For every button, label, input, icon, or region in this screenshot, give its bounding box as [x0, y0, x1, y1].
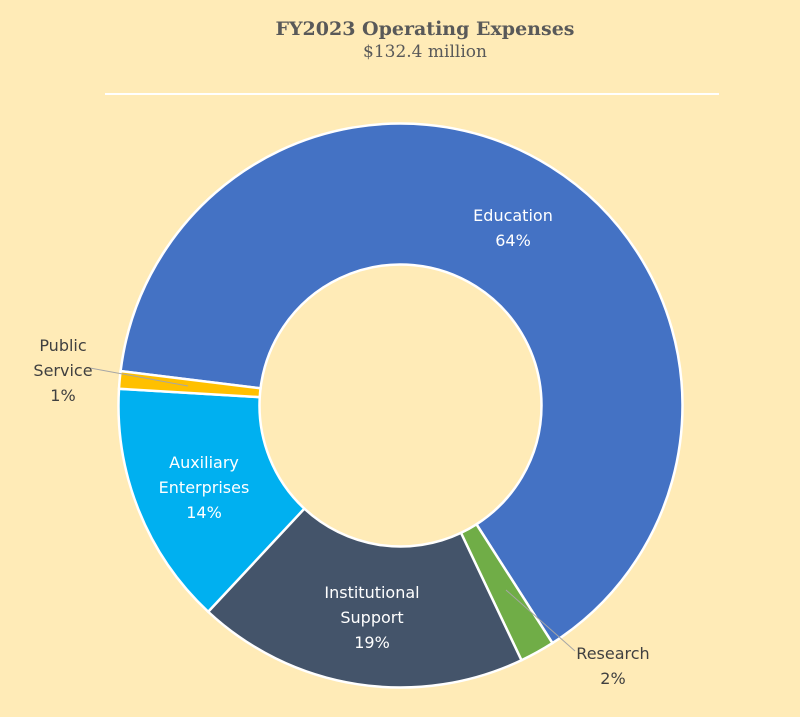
data-label-text: Support: [340, 608, 403, 627]
data-label-education: Education 64%: [473, 206, 553, 250]
chart-title: FY2023 Operating Expenses: [275, 18, 575, 40]
slice-institutional-support: [206, 506, 524, 689]
data-label-text: Service: [33, 361, 92, 380]
data-label-research: Research 2%: [576, 644, 649, 688]
data-label-text: Public: [39, 336, 86, 355]
data-label-institutional-support: Institutional Support 19%: [324, 583, 419, 652]
data-label-auxiliary-enterprises: Auxiliary Enterprises 14%: [159, 453, 250, 522]
data-label-text: Research: [576, 644, 649, 663]
leader-line-public-service: [89, 367, 189, 387]
data-label-percent: 64%: [495, 231, 531, 250]
leader-line-research: [505, 589, 576, 652]
title-divider: [105, 93, 719, 95]
data-label-text: Auxiliary: [169, 453, 239, 472]
data-label-public-service: Public Service 1%: [33, 336, 92, 405]
data-label-text: Education: [473, 206, 553, 225]
slice-auxiliary-enterprises: [117, 387, 307, 614]
data-label-percent: 14%: [186, 503, 222, 522]
data-label-text: Enterprises: [159, 478, 250, 497]
slice-public-service: [117, 369, 262, 399]
slice-education: [119, 122, 684, 645]
data-label-percent: 1%: [50, 386, 75, 405]
data-label-percent: 19%: [354, 633, 390, 652]
data-label-percent: 2%: [600, 669, 625, 688]
chart-subtitle: $132.4 million: [363, 42, 487, 62]
data-label-text: Institutional: [324, 583, 419, 602]
